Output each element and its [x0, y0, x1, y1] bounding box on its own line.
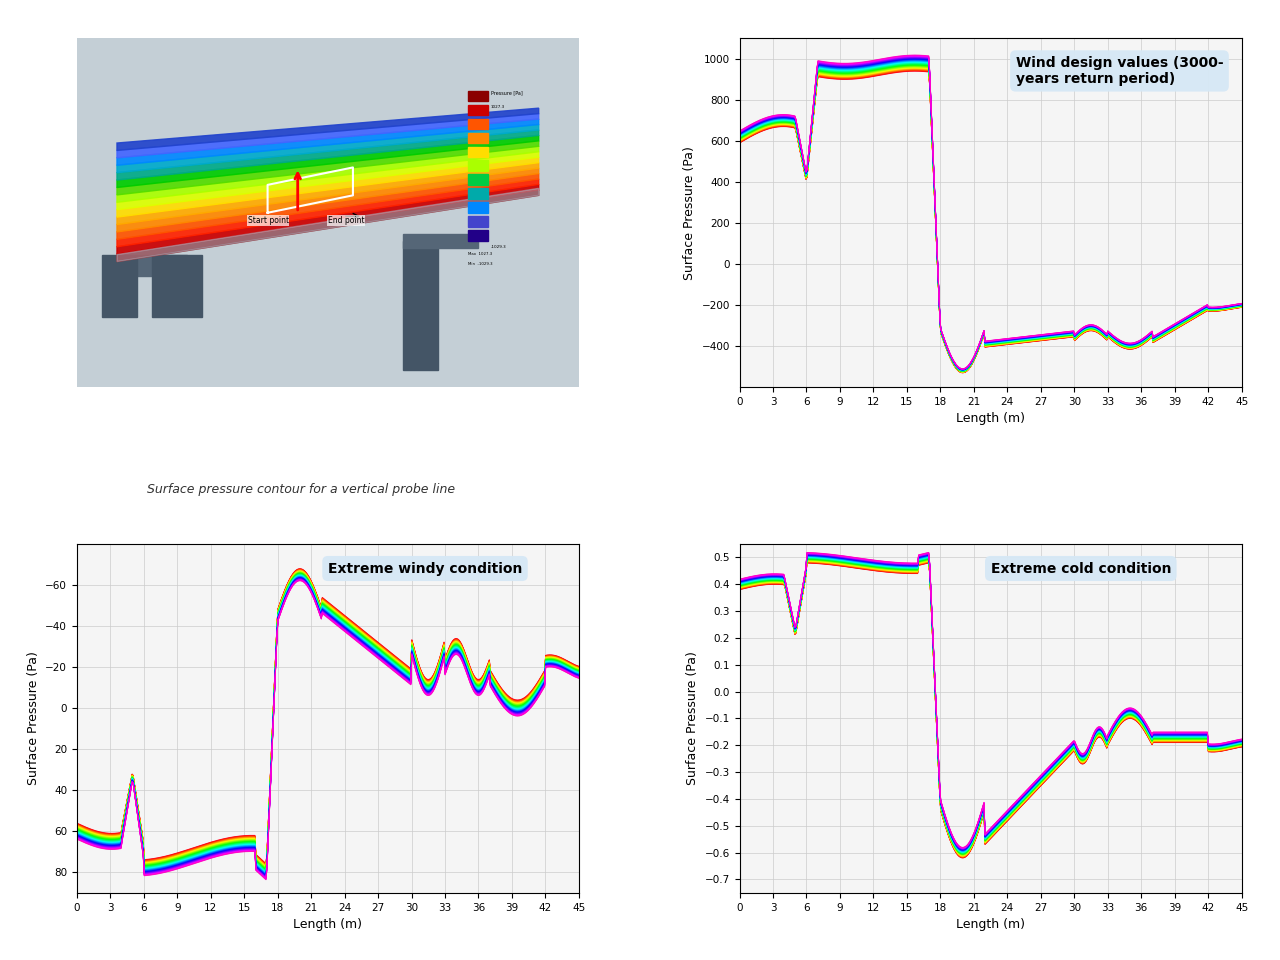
Polygon shape	[116, 184, 539, 254]
Polygon shape	[116, 254, 187, 276]
Polygon shape	[102, 254, 137, 318]
Text: End point: End point	[328, 216, 365, 226]
Y-axis label: Surface Pressure (Pa): Surface Pressure (Pa)	[686, 652, 699, 785]
X-axis label: Length (m): Length (m)	[956, 918, 1025, 931]
X-axis label: Length (m): Length (m)	[956, 413, 1025, 425]
Polygon shape	[152, 254, 202, 318]
Polygon shape	[77, 38, 579, 387]
Y-axis label: Surface Pressure (Pa): Surface Pressure (Pa)	[27, 652, 40, 785]
Polygon shape	[403, 241, 438, 370]
Text: Max  1027.3: Max 1027.3	[468, 252, 493, 255]
X-axis label: Length (m): Length (m)	[293, 918, 362, 931]
Text: Min  -1029.3: Min -1029.3	[468, 262, 493, 266]
Polygon shape	[116, 190, 539, 261]
Polygon shape	[116, 179, 539, 247]
Polygon shape	[116, 119, 539, 165]
Text: 1027.3: 1027.3	[492, 106, 506, 109]
Polygon shape	[468, 216, 489, 227]
Text: -1029.3: -1029.3	[492, 245, 507, 249]
Polygon shape	[468, 119, 489, 129]
Text: Extreme windy condition: Extreme windy condition	[328, 562, 522, 575]
Polygon shape	[116, 130, 539, 180]
Y-axis label: Surface Pressure (Pa): Surface Pressure (Pa)	[682, 146, 696, 279]
Polygon shape	[116, 188, 539, 261]
Text: Extreme cold condition: Extreme cold condition	[991, 562, 1171, 575]
Polygon shape	[468, 175, 489, 185]
Polygon shape	[468, 160, 489, 171]
Polygon shape	[116, 157, 539, 217]
Text: Pressure [Pa]: Pressure [Pa]	[492, 90, 522, 95]
Polygon shape	[116, 162, 539, 225]
Polygon shape	[116, 125, 539, 173]
Polygon shape	[403, 233, 479, 248]
Polygon shape	[468, 203, 489, 213]
Polygon shape	[468, 147, 489, 157]
Polygon shape	[468, 188, 489, 199]
Polygon shape	[116, 174, 539, 239]
Polygon shape	[468, 132, 489, 143]
Text: Surface pressure contour for a vertical probe line: Surface pressure contour for a vertical …	[147, 483, 454, 496]
Text: Wind design values (3000-
years return period): Wind design values (3000- years return p…	[1015, 56, 1224, 86]
Text: Start point: Start point	[247, 216, 288, 226]
Polygon shape	[468, 105, 489, 115]
Polygon shape	[116, 152, 539, 209]
Polygon shape	[116, 108, 539, 151]
Polygon shape	[468, 230, 489, 241]
Polygon shape	[116, 113, 539, 157]
Polygon shape	[116, 135, 539, 187]
Polygon shape	[116, 146, 539, 203]
Polygon shape	[116, 168, 539, 232]
Polygon shape	[116, 141, 539, 195]
Polygon shape	[468, 90, 489, 101]
